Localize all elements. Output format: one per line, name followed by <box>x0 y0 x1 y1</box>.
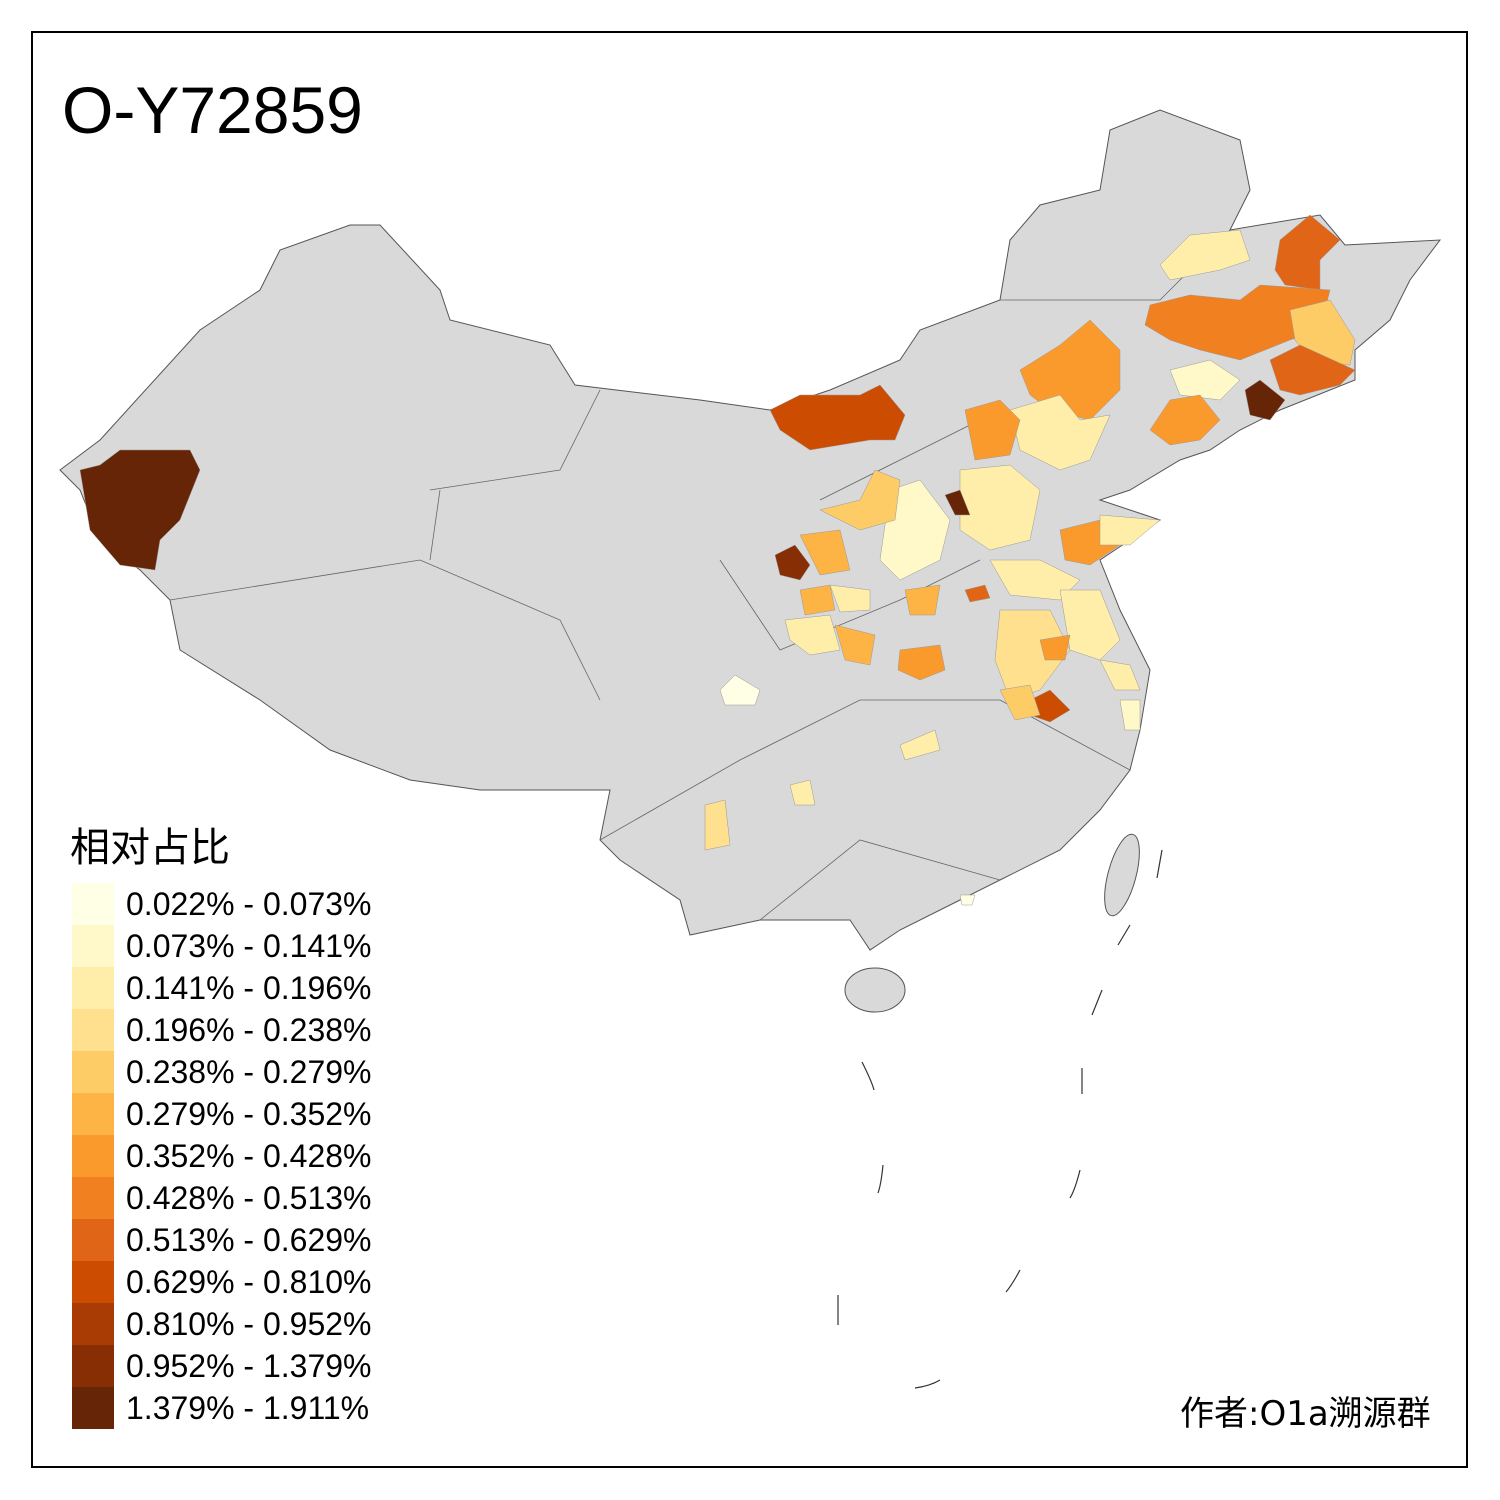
legend-item: 0.141% - 0.196% <box>72 967 372 1009</box>
hainan <box>844 967 906 1013</box>
legend-swatch <box>72 1009 114 1051</box>
legend-swatch <box>72 925 114 967</box>
region <box>904 584 941 616</box>
region <box>799 584 836 616</box>
colored-regions <box>79 214 1356 906</box>
region <box>774 544 811 581</box>
region <box>799 529 851 576</box>
region <box>879 479 951 581</box>
region <box>1119 699 1141 731</box>
legend-label: 0.238% - 0.279% <box>126 1053 372 1090</box>
region <box>834 624 876 666</box>
region <box>899 729 941 761</box>
legend-item: 0.810% - 0.952% <box>72 1303 372 1345</box>
region <box>1009 394 1111 471</box>
legend-item: 0.279% - 0.352% <box>72 1093 372 1135</box>
region <box>704 799 731 851</box>
region <box>79 449 201 571</box>
region <box>897 644 946 681</box>
region <box>999 684 1041 721</box>
region <box>1269 344 1356 396</box>
legend-swatch <box>72 883 114 925</box>
legend-swatch <box>72 1051 114 1093</box>
china-outline <box>59 109 1442 951</box>
legend-label: 0.629% - 0.810% <box>126 1263 372 1300</box>
legend-item: 0.629% - 0.810% <box>72 1261 372 1303</box>
legend-item: 0.952% - 1.379% <box>72 1345 372 1387</box>
legend-swatch <box>72 967 114 1009</box>
legend-item: 0.513% - 0.629% <box>72 1219 372 1261</box>
region <box>719 674 761 706</box>
region <box>959 464 1041 551</box>
legend-swatch <box>72 1261 114 1303</box>
province-borders <box>169 229 1231 921</box>
legend-swatch <box>72 1345 114 1387</box>
legend-item: 0.073% - 0.141% <box>72 925 372 967</box>
legend-item: 0.022% - 0.073% <box>72 883 372 925</box>
map-title: O-Y72859 <box>62 73 363 147</box>
legend-label: 0.141% - 0.196% <box>126 969 372 1006</box>
region <box>1244 379 1286 421</box>
author-credit: 作者:O1a溯源群 <box>1180 1394 1431 1434</box>
legend-label: 1.379% - 1.911% <box>126 1389 370 1426</box>
region <box>964 584 991 603</box>
legend-item: 0.352% - 0.428% <box>72 1135 372 1177</box>
region <box>789 779 816 806</box>
legend-item: 0.428% - 0.513% <box>72 1177 372 1219</box>
legend: 0.022% - 0.073% 0.073% - 0.141% 0.141% - 0… <box>72 883 372 1429</box>
legend-label: 0.022% - 0.073% <box>126 885 372 922</box>
legend-label: 0.952% - 1.379% <box>126 1347 372 1384</box>
legend-label: 0.810% - 0.952% <box>126 1305 372 1342</box>
region <box>784 614 841 656</box>
taiwan <box>1104 833 1140 917</box>
region <box>769 384 906 451</box>
legend-swatch <box>72 1303 114 1345</box>
legend-label: 0.513% - 0.629% <box>126 1221 372 1258</box>
legend-swatch <box>72 1219 114 1261</box>
legend-label: 0.352% - 0.428% <box>126 1137 372 1174</box>
region <box>964 399 1021 461</box>
legend-swatch <box>72 1177 114 1219</box>
map-frame <box>31 31 1468 1468</box>
base-map <box>59 109 1442 1013</box>
region <box>819 469 901 531</box>
region <box>829 584 871 613</box>
region <box>1099 659 1141 691</box>
legend-item: 0.238% - 0.279% <box>72 1051 372 1093</box>
legend-swatch <box>72 1135 114 1177</box>
legend-label: 0.279% - 0.352% <box>126 1095 372 1132</box>
south-sea-islands <box>837 849 1163 1389</box>
legend-label: 0.073% - 0.141% <box>126 927 372 964</box>
legend-item: 0.196% - 0.238% <box>72 1009 372 1051</box>
region <box>959 894 976 906</box>
legend-title: 相对占比 <box>70 825 230 871</box>
region <box>944 489 971 516</box>
region <box>1039 634 1071 661</box>
legend-item: 1.379% - 1.911% <box>72 1387 372 1429</box>
region <box>1169 359 1241 401</box>
region <box>994 609 1071 701</box>
legend-label: 0.428% - 0.513% <box>126 1179 372 1216</box>
region <box>1159 229 1251 281</box>
region <box>1099 514 1161 546</box>
legend-swatch <box>72 1387 114 1429</box>
legend-swatch <box>72 1093 114 1135</box>
legend-label: 0.196% - 0.238% <box>126 1011 372 1048</box>
region <box>1149 394 1221 446</box>
region <box>1274 214 1341 291</box>
region <box>1019 319 1121 421</box>
